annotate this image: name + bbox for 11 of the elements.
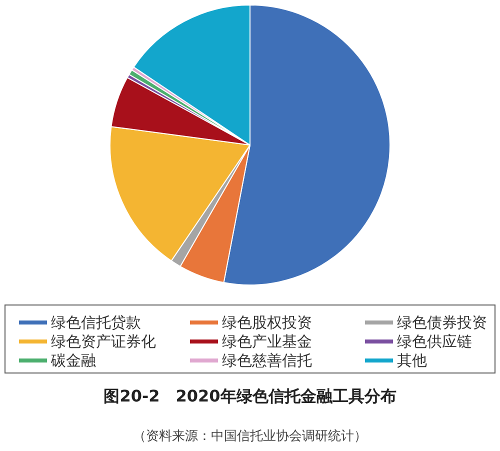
text: 图20-2 2020年绿色信托金融工具分布 [104,386,396,406]
legend-label: 绿色债券投资 [397,314,487,332]
text: （资料来源：中国信托业协会调研统计） [133,429,367,444]
legend-label: 绿色资产证券化 [51,332,156,350]
legend-label: 碳金融 [50,352,96,370]
legend-label: 其他 [397,352,427,370]
legend-label: 绿色产业基金 [222,332,312,350]
legend-label: 绿色信托贷款 [51,314,141,332]
legend-label: 绿色供应链 [397,332,472,350]
legend-label: 绿色慈善信托 [222,352,312,370]
legend-label: 绿色股权投资 [222,314,312,332]
